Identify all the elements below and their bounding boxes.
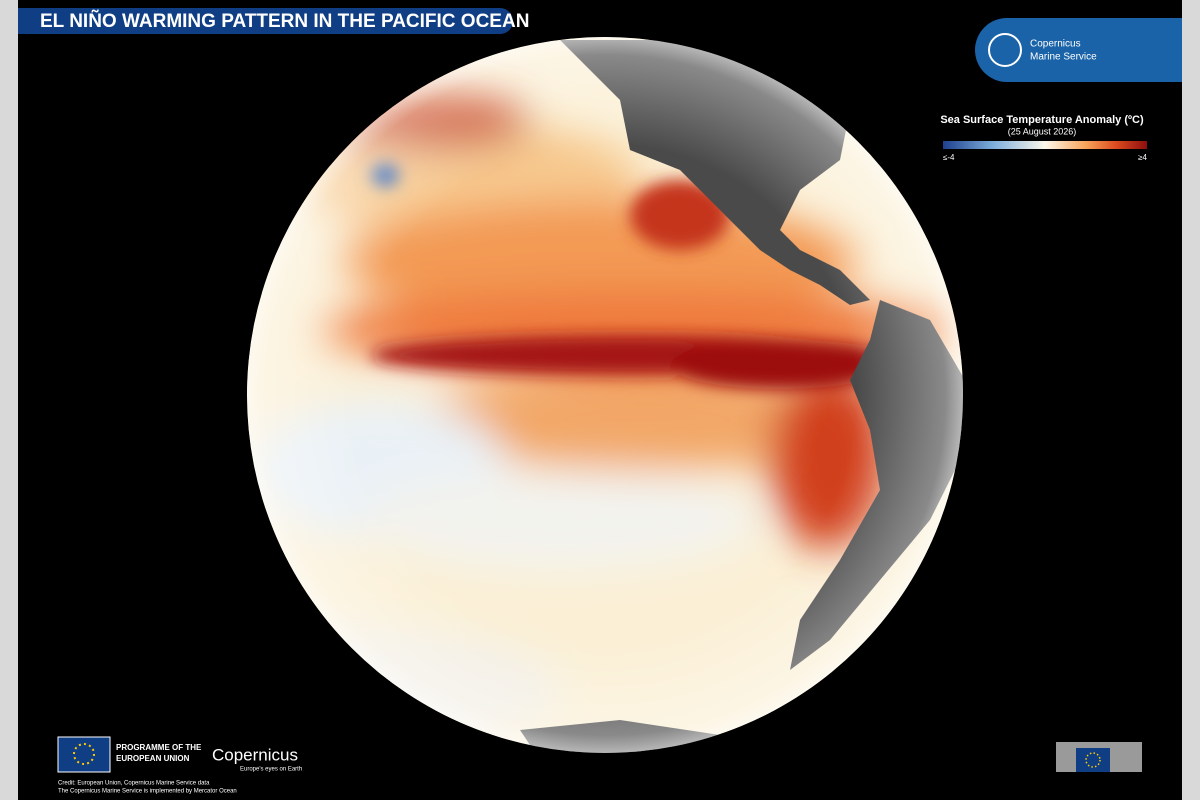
logo-text: Copernicus bbox=[1030, 39, 1081, 50]
logo-text: Marine Service bbox=[1030, 52, 1097, 63]
logo-box bbox=[975, 18, 1182, 82]
legend-max: ≥4 bbox=[1138, 153, 1147, 162]
logo-icon bbox=[988, 33, 1022, 67]
title: EL NIÑO WARMING PATTERN IN THE PACIFIC O… bbox=[40, 10, 529, 32]
title-banner bbox=[18, 8, 513, 34]
colorbar bbox=[943, 141, 1147, 149]
legend-date: (25 August 2026) bbox=[1008, 126, 1077, 136]
eu-flag bbox=[57, 736, 111, 773]
brand: Copernicus bbox=[212, 745, 298, 764]
eu-stars bbox=[73, 743, 95, 765]
legend-min: ≤-4 bbox=[943, 153, 955, 162]
globe bbox=[247, 37, 963, 753]
tagline: Europe's eyes on Earth bbox=[240, 767, 302, 773]
credit: The Copernicus Marine Service is impleme… bbox=[58, 789, 237, 795]
credit: Credit: European Union, Copernicus Marin… bbox=[58, 781, 210, 787]
programme-text: EUROPEAN UNION bbox=[116, 754, 190, 763]
commission-logo bbox=[1056, 742, 1142, 772]
programme-text: PROGRAMME OF THE bbox=[116, 743, 202, 752]
legend-title: Sea Surface Temperature Anomaly (ºC) bbox=[940, 114, 1144, 126]
